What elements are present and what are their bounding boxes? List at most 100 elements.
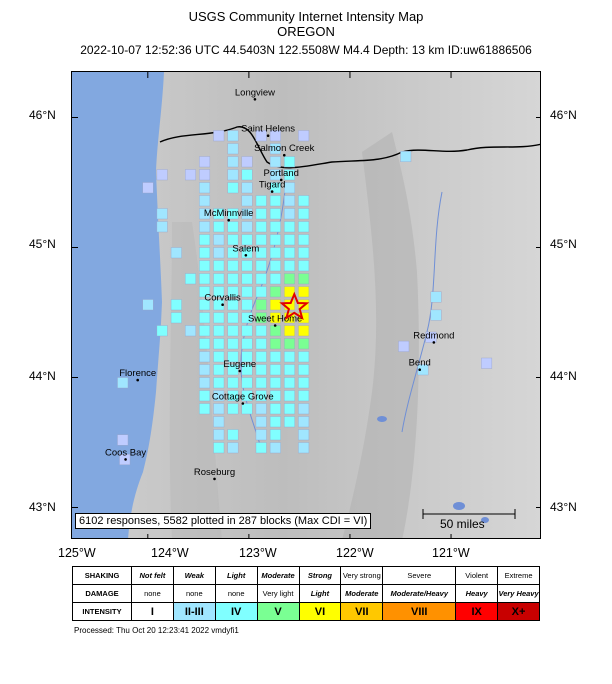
intensity-block[interactable] <box>241 364 253 376</box>
intensity-block[interactable] <box>269 312 281 324</box>
intensity-block[interactable] <box>269 143 281 155</box>
intensity-block[interactable] <box>213 416 225 428</box>
intensity-block[interactable] <box>298 442 310 454</box>
intensity-block[interactable] <box>298 338 310 350</box>
intensity-block[interactable] <box>199 260 211 272</box>
intensity-block[interactable] <box>227 221 239 233</box>
intensity-block[interactable] <box>298 416 310 428</box>
intensity-block[interactable] <box>227 338 239 350</box>
intensity-block[interactable] <box>185 325 196 337</box>
intensity-block[interactable] <box>255 312 267 324</box>
intensity-block[interactable] <box>241 351 253 363</box>
intensity-block[interactable] <box>185 273 196 285</box>
intensity-block[interactable] <box>284 351 295 363</box>
intensity-block[interactable] <box>284 403 295 415</box>
intensity-block[interactable] <box>213 260 225 272</box>
intensity-block[interactable] <box>241 195 253 207</box>
intensity-block[interactable] <box>298 208 310 220</box>
intensity-block[interactable] <box>269 390 281 402</box>
intensity-block[interactable] <box>241 247 253 259</box>
intensity-block[interactable] <box>227 351 239 363</box>
intensity-block[interactable] <box>199 156 211 168</box>
intensity-block[interactable] <box>255 351 267 363</box>
intensity-block[interactable] <box>227 299 239 311</box>
intensity-block[interactable] <box>156 208 168 220</box>
intensity-block[interactable] <box>241 169 253 181</box>
intensity-block[interactable] <box>199 182 211 194</box>
intensity-block[interactable] <box>199 338 211 350</box>
intensity-block[interactable] <box>269 377 281 389</box>
intensity-block[interactable] <box>227 234 239 246</box>
intensity-block[interactable] <box>255 299 267 311</box>
intensity-block[interactable] <box>298 260 310 272</box>
intensity-block[interactable] <box>269 403 281 415</box>
intensity-block[interactable] <box>213 325 225 337</box>
intensity-block[interactable] <box>227 390 239 402</box>
intensity-block[interactable] <box>227 156 239 168</box>
intensity-block[interactable] <box>298 403 310 415</box>
intensity-block[interactable] <box>213 221 225 233</box>
intensity-block[interactable] <box>269 208 281 220</box>
intensity-block[interactable] <box>284 338 295 350</box>
intensity-block[interactable] <box>199 286 211 298</box>
intensity-block[interactable] <box>199 377 211 389</box>
intensity-block[interactable] <box>400 151 412 163</box>
intensity-block[interactable] <box>255 260 267 272</box>
intensity-block[interactable] <box>241 221 253 233</box>
intensity-block[interactable] <box>213 234 225 246</box>
intensity-block[interactable] <box>199 247 211 259</box>
intensity-block[interactable] <box>241 208 253 220</box>
intensity-block[interactable] <box>117 377 129 389</box>
intensity-block[interactable] <box>298 195 310 207</box>
intensity-block[interactable] <box>269 247 281 259</box>
intensity-block[interactable] <box>199 195 211 207</box>
intensity-block[interactable] <box>269 364 281 376</box>
intensity-block[interactable] <box>255 325 267 337</box>
intensity-block[interactable] <box>269 442 281 454</box>
intensity-block[interactable] <box>227 130 239 142</box>
intensity-block[interactable] <box>241 299 253 311</box>
intensity-block[interactable] <box>241 390 253 402</box>
intensity-block[interactable] <box>241 403 253 415</box>
intensity-block[interactable] <box>241 377 253 389</box>
intensity-block[interactable] <box>199 325 211 337</box>
intensity-block[interactable] <box>284 221 295 233</box>
red-star-icon[interactable] <box>279 291 310 321</box>
intensity-block[interactable] <box>156 221 168 233</box>
intensity-block[interactable] <box>199 299 211 311</box>
intensity-block[interactable] <box>170 312 182 324</box>
intensity-block[interactable] <box>269 286 281 298</box>
intensity-block[interactable] <box>284 286 295 298</box>
intensity-block[interactable] <box>298 247 310 259</box>
intensity-block[interactable] <box>284 416 295 428</box>
intensity-block[interactable] <box>117 434 129 446</box>
intensity-block[interactable] <box>241 260 253 272</box>
intensity-block[interactable] <box>227 442 239 454</box>
intensity-block[interactable] <box>241 325 253 337</box>
intensity-block[interactable] <box>199 390 211 402</box>
intensity-block[interactable] <box>284 273 295 285</box>
intensity-block[interactable] <box>255 130 267 142</box>
intensity-block[interactable] <box>298 377 310 389</box>
intensity-block[interactable] <box>199 234 211 246</box>
intensity-block[interactable] <box>284 208 295 220</box>
intensity-block[interactable] <box>227 403 239 415</box>
intensity-block[interactable] <box>255 403 267 415</box>
intensity-block[interactable] <box>142 299 154 311</box>
intensity-block[interactable] <box>241 338 253 350</box>
intensity-block[interactable] <box>199 403 211 415</box>
intensity-block[interactable] <box>269 169 281 181</box>
intensity-block[interactable] <box>255 429 267 441</box>
intensity-block[interactable] <box>241 273 253 285</box>
intensity-block[interactable] <box>199 169 211 181</box>
intensity-block[interactable] <box>213 390 225 402</box>
intensity-block[interactable] <box>298 221 310 233</box>
intensity-block[interactable] <box>255 273 267 285</box>
intensity-block[interactable] <box>156 169 168 181</box>
intensity-block[interactable] <box>213 364 225 376</box>
intensity-block[interactable] <box>199 351 211 363</box>
intensity-block[interactable] <box>284 390 295 402</box>
intensity-block[interactable] <box>269 195 281 207</box>
intensity-block[interactable] <box>241 182 253 194</box>
intensity-block[interactable] <box>213 286 225 298</box>
